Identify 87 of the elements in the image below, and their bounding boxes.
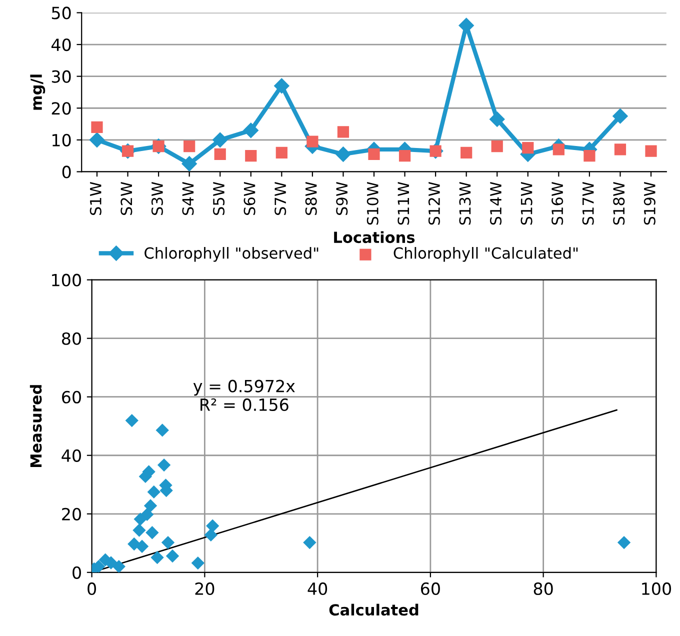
point bbox=[204, 528, 218, 542]
point bbox=[614, 144, 626, 156]
point bbox=[157, 458, 171, 472]
point bbox=[214, 148, 226, 160]
legend-label: Chlorophyll "observed" bbox=[144, 247, 318, 262]
point bbox=[146, 526, 159, 540]
point bbox=[125, 414, 138, 428]
x-tick-label: S14W bbox=[490, 182, 502, 225]
x-tick-label: S16W bbox=[552, 182, 564, 225]
x-tick-label: 80 bbox=[534, 582, 553, 596]
point bbox=[147, 485, 160, 499]
point bbox=[132, 524, 146, 537]
y-tick-label: 10 bbox=[52, 134, 71, 146]
y-axis-title: mg/l bbox=[30, 74, 46, 110]
y-tick-label: 40 bbox=[51, 38, 71, 52]
y-tick-label: 40 bbox=[62, 449, 81, 462]
point bbox=[144, 499, 158, 512]
y-tick-label: 80 bbox=[62, 332, 81, 345]
point bbox=[617, 536, 631, 550]
y-tick-label: 20 bbox=[62, 508, 81, 520]
point bbox=[276, 146, 288, 158]
point bbox=[337, 126, 350, 138]
x-tick-label: S13W bbox=[459, 182, 471, 225]
x-tick-label: S12W bbox=[428, 182, 440, 225]
point bbox=[191, 556, 204, 570]
point bbox=[212, 132, 228, 148]
y-axis-title: Measured bbox=[30, 385, 42, 468]
x-tick-label: S11W bbox=[398, 182, 410, 225]
point bbox=[150, 550, 164, 564]
x-tick-label: 100 bbox=[642, 582, 671, 596]
y-tick-label: 0 bbox=[72, 566, 81, 579]
point bbox=[491, 140, 503, 152]
y-tick-label: 50 bbox=[52, 6, 71, 20]
y-tick-label: 0 bbox=[62, 166, 71, 178]
point bbox=[243, 122, 258, 138]
x-tick-label: S4W bbox=[182, 182, 194, 215]
x-tick-label: S6W bbox=[244, 182, 256, 215]
x-tick-label: S15W bbox=[520, 182, 532, 225]
point bbox=[182, 156, 197, 172]
point bbox=[274, 78, 290, 94]
x-tick-label: S7W bbox=[274, 182, 286, 215]
point bbox=[552, 144, 564, 156]
y-tick-label: 60 bbox=[62, 390, 81, 404]
point bbox=[336, 146, 351, 162]
point bbox=[112, 560, 126, 572]
point bbox=[134, 512, 147, 526]
legend-label: Chlorophyll "Calculated" bbox=[394, 247, 578, 262]
x-tick-label: S1W bbox=[90, 182, 102, 215]
point bbox=[490, 112, 505, 127]
point bbox=[89, 132, 105, 148]
x-axis-title: Calculated bbox=[329, 604, 418, 616]
x-tick-label: S2W bbox=[120, 182, 132, 215]
point bbox=[245, 150, 257, 162]
x-tick-label: 20 bbox=[195, 582, 214, 596]
point bbox=[206, 519, 220, 532]
point bbox=[161, 536, 175, 550]
point bbox=[645, 145, 657, 157]
x-tick-label: S8W bbox=[305, 182, 317, 215]
y-tick-label: 100 bbox=[52, 274, 81, 286]
point bbox=[612, 108, 628, 124]
x-tick-label: S18W bbox=[613, 182, 625, 225]
point bbox=[584, 150, 596, 162]
point bbox=[184, 140, 196, 152]
x-tick-label: S9W bbox=[336, 182, 348, 215]
point bbox=[398, 150, 411, 162]
point bbox=[460, 146, 472, 158]
x-axis-title: Locations bbox=[334, 231, 415, 244]
y-tick-label: 30 bbox=[52, 70, 71, 83]
x-tick-label: S19W bbox=[644, 182, 656, 225]
x-tick-label: 0 bbox=[88, 582, 96, 596]
point bbox=[522, 142, 534, 154]
point bbox=[306, 136, 318, 148]
point bbox=[140, 508, 154, 522]
x-tick-label: 40 bbox=[308, 582, 328, 596]
point bbox=[166, 549, 180, 563]
point bbox=[135, 540, 149, 553]
x-tick-label: S3W bbox=[151, 182, 163, 215]
x-tick-label: S5W bbox=[212, 182, 225, 215]
point bbox=[303, 536, 316, 550]
point bbox=[91, 121, 103, 134]
point bbox=[368, 148, 380, 160]
annotation: y = 0.5972x R² = 0.156 bbox=[193, 380, 295, 412]
point bbox=[156, 424, 169, 437]
x-tick-label: S10W bbox=[366, 182, 378, 225]
x-tick-label: 60 bbox=[421, 582, 440, 596]
y-tick-label: 20 bbox=[52, 102, 71, 115]
x-tick-label: S17W bbox=[582, 182, 594, 225]
